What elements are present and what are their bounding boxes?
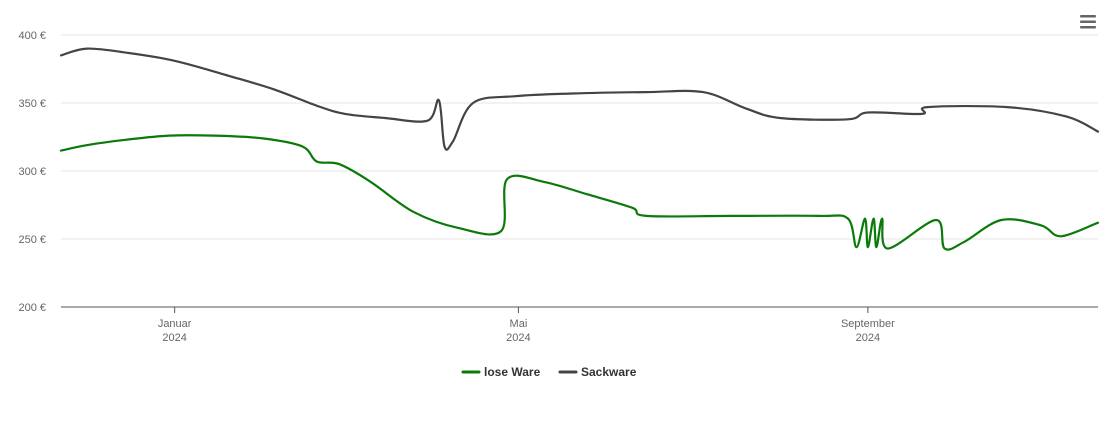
y-tick-label: 300 €: [18, 166, 46, 178]
chart-menu-button[interactable]: [1078, 13, 1098, 31]
legend-label: Sackware: [581, 365, 637, 379]
legend: lose Ware Sackware: [461, 365, 637, 379]
series-line-sackware[interactable]: [59, 47, 1100, 151]
menu-icon: [1080, 15, 1096, 18]
x-tick-month-label: Januar: [158, 318, 192, 330]
x-tick-month-label: Mai: [510, 318, 528, 330]
y-tick-label: 350 €: [18, 98, 46, 110]
x-tick-month-label: September: [841, 318, 895, 330]
x-axis: Januar 2024 Mai 2024 September 2024: [61, 306, 1098, 344]
y-axis: 200 € 250 € 300 € 350 € 400 €: [18, 30, 46, 314]
legend-item-lose-ware[interactable]: lose Ware: [461, 365, 541, 379]
series-group: [59, 47, 1100, 251]
series-line-lose-ware[interactable]: [59, 134, 1100, 251]
legend-item-sackware[interactable]: Sackware: [558, 365, 637, 379]
x-tick-year-label: 2024: [856, 332, 880, 344]
y-tick-label: 200 €: [18, 302, 46, 314]
y-tick-label: 250 €: [18, 234, 46, 246]
x-tick-year-label: 2024: [506, 332, 530, 344]
legend-label: lose Ware: [484, 365, 541, 379]
grid-lines: [61, 34, 1098, 240]
y-tick-label: 400 €: [18, 30, 46, 42]
x-tick-year-label: 2024: [162, 332, 186, 344]
